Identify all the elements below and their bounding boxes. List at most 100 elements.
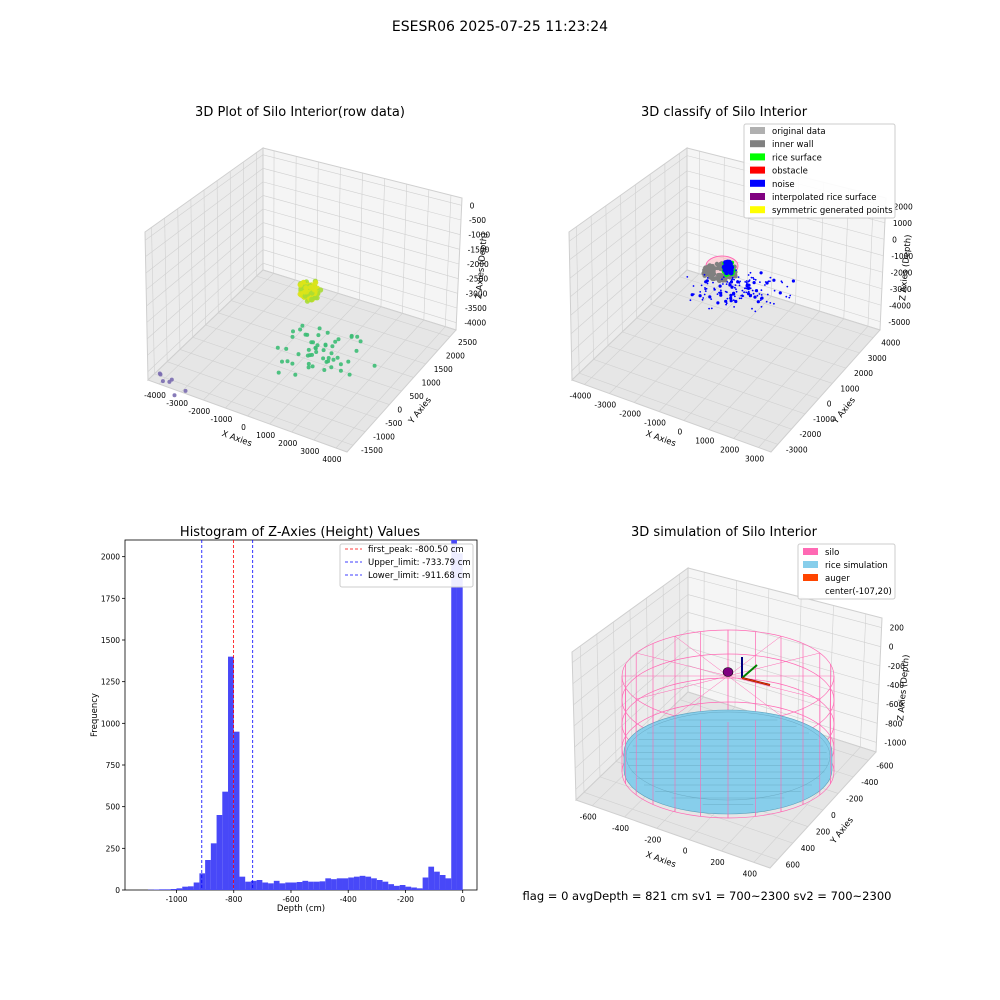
y-tick-label: 1750 [101,594,120,603]
legend-label: rice surface [772,153,822,163]
data-point [331,357,336,362]
grid-line [192,336,390,405]
noise-point [729,296,733,300]
grid-line [569,155,688,242]
data-point [346,359,351,364]
grid-line [144,154,264,241]
classify-3d-plot: 3D classify of Silo Interior -4000-3000-… [568,105,914,464]
classify-plot-title: 3D classify of Silo Interior [641,105,808,120]
histogram-bar [382,881,389,890]
noise-point [704,290,707,292]
y-tick-label: 0 [831,811,836,820]
noise-point [706,282,709,285]
silo-wire [674,636,729,677]
histogram-bar [434,871,440,890]
y-tick-label: 2500 [458,338,477,347]
data-point [322,368,327,372]
noise-point [722,283,724,285]
grid-line [154,373,354,446]
noise-point [733,306,735,308]
noise-point [745,281,748,284]
z-tick-label: -4000 [889,301,911,310]
y-tick-label: -1000 [373,433,395,442]
histogram-y-ticks: 0 250 500 750 1000 1250 1500 1750 2000 [101,553,125,895]
grid-line [145,195,264,290]
histogram-bar [422,877,429,890]
noise-point [750,276,753,279]
figure-title: ESESR06 2025-07-25 11:23:24 [392,19,608,35]
center-marker [722,667,734,677]
legend-label: inner wall [772,140,813,150]
noise-point [749,271,752,274]
noise-point [735,290,738,293]
histogram-bar [376,880,383,890]
noise-point [705,279,708,282]
histogram-bar [193,882,200,890]
legend-label: original data [772,127,826,137]
noise-point [769,302,772,304]
simulation-plot-z-ticks: 200 0 -200 -400 -600 -800 -1000 [884,624,906,748]
noise-point [720,289,722,292]
histogram-bar [416,888,423,890]
data-point [306,365,311,370]
inner-wall-point [708,267,714,273]
data-point [296,352,301,357]
noise-point [705,287,708,290]
noise-point [734,295,736,298]
noise-point [703,273,706,276]
data-point [310,364,315,369]
noise-point [772,278,776,282]
histogram-bar [308,881,314,890]
x-tick-label: -1000 [644,419,666,428]
grid-line [571,262,688,371]
noise-point [701,298,704,301]
noise-point [710,298,713,300]
x-tick-label: -600 [282,895,299,904]
data-point [275,345,280,350]
legend-swatch [803,574,818,581]
noise-point [721,264,727,270]
data-point [333,339,338,344]
grid-line [569,185,688,279]
noise-point [734,284,737,286]
x-tick-label: -1000 [166,895,188,904]
histogram-bar [176,888,183,890]
data-point [284,346,289,351]
x-tick-label: 0 [241,423,246,432]
y-tick-label: 3000 [868,354,887,363]
z-tick-label: 0 [470,201,475,210]
silo-wire [727,675,820,700]
noise-point [737,281,739,283]
x-tick-label: 2000 [278,439,297,448]
noise-point [726,281,729,283]
x-tick-label: 4000 [322,455,341,464]
inner-wall-point [723,278,728,283]
noise-point [789,294,792,297]
histogram-bar [216,815,223,890]
noise-point [729,299,733,303]
histogram-bar [319,881,326,890]
classify-plot-y-label: Y Axies [830,395,858,427]
grid-line [686,231,882,290]
histogram-bar [411,887,417,890]
grid-line [573,612,689,706]
grid-line [687,576,882,628]
grid-line [570,216,688,316]
data-point [172,393,177,398]
simulation-3d-plot: 3D simulation of Silo Interior -600-400-… [571,525,912,878]
y-tick-label: -1500 [361,446,383,455]
grid-line [635,184,637,319]
histogram-legend: first_peak: -800.50 cm Upper_limit: -733.… [339,543,474,588]
y-tick-label: 1500 [101,636,120,645]
data-point [321,356,326,361]
histogram-bar [336,878,343,890]
legend-swatch [750,193,765,200]
legend-label: symmetric generated points [772,206,893,216]
grid-line [145,168,264,257]
noise-point [769,280,771,283]
z-tick-label: -400 [887,681,904,690]
legend-swatch [750,179,765,187]
histogram-bars [147,540,463,890]
histogram-bar [399,885,406,890]
